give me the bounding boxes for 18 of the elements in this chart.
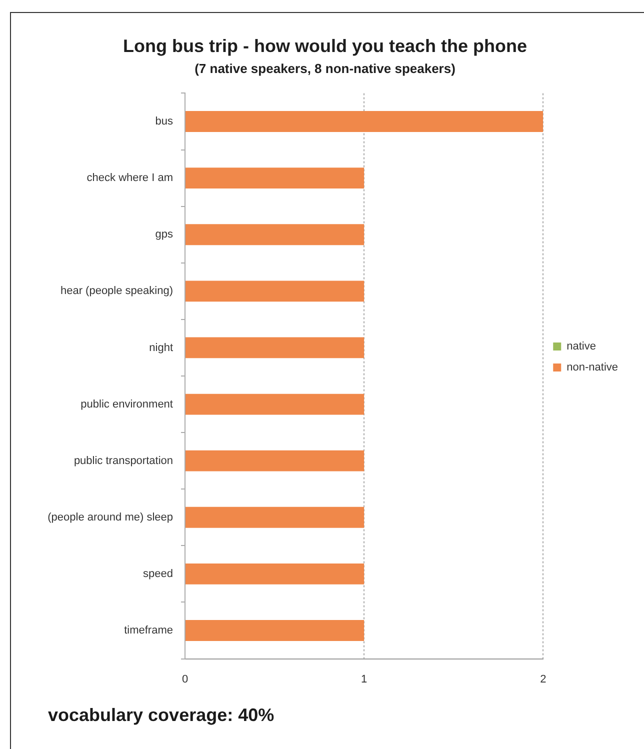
y-tick-label: bus: [155, 116, 174, 128]
x-tick-label: 2: [540, 673, 546, 686]
y-tick-label: (people around me) sleep: [48, 511, 173, 524]
y-tick-label: gps: [155, 228, 174, 241]
y-tick-label: speed: [143, 568, 173, 580]
y-tick-label: check where I am: [86, 172, 173, 184]
x-tick-label: 0: [182, 673, 188, 686]
legend-label: native: [566, 340, 596, 353]
y-tick-label: public transportation: [74, 454, 173, 467]
x-tick-label: 1: [361, 673, 368, 686]
chart-subtitle: (7 native speakers, 8 non-native speakers): [194, 60, 456, 76]
y-tick-label: hear (people speaking): [60, 285, 173, 298]
y-tick-label: timeframe: [124, 624, 173, 637]
legend-label: non-native: [566, 362, 618, 374]
y-tick-label: night: [149, 342, 173, 354]
text: vocabulary coverage: 40%: [48, 705, 274, 726]
y-tick-label: public environment: [80, 398, 173, 410]
chart-title: Long bus trip - how would you teach the phone: [123, 36, 527, 56]
